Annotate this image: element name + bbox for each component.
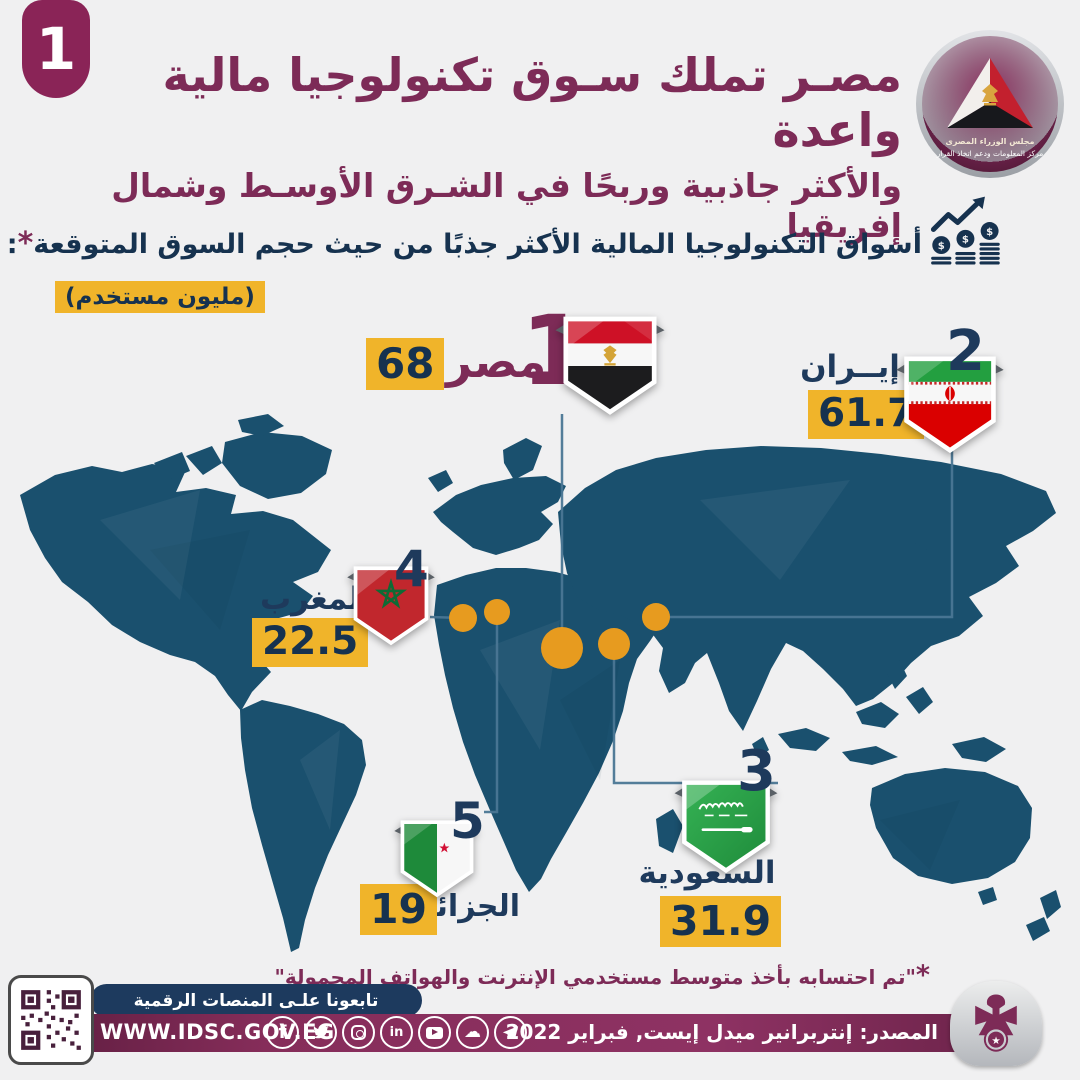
scandinavia bbox=[503, 438, 542, 480]
new-guinea bbox=[952, 737, 1006, 762]
logo-eagle-icon bbox=[982, 84, 998, 106]
saudi-shahada-icon bbox=[698, 802, 753, 833]
youtube-icon[interactable] bbox=[418, 1016, 451, 1049]
qr-code[interactable] bbox=[8, 975, 94, 1065]
japan bbox=[893, 542, 929, 577]
iran-rank: 2 bbox=[946, 319, 985, 384]
subtitle: أسواق التكنولوجيا المالية الأكثر جذبًا م… bbox=[7, 226, 922, 261]
footnote-asterisk: * bbox=[915, 960, 930, 991]
linkedin-icon[interactable]: in bbox=[380, 1016, 413, 1049]
algeria-crescent-icon bbox=[430, 836, 450, 862]
twitter-icon[interactable] bbox=[304, 1016, 337, 1049]
iran-emblem-icon bbox=[945, 385, 955, 402]
new-zealand bbox=[1040, 890, 1061, 919]
headline-line2: والأكثر جاذبية وربحًا في الشـرق الأوسـط … bbox=[111, 166, 902, 245]
social-icons: f in ☁ bbox=[266, 1016, 527, 1049]
map-dot-saudi bbox=[598, 628, 630, 660]
australia bbox=[870, 768, 1032, 884]
growth-coins-icon: $ $ $ bbox=[930, 196, 1000, 265]
map-dot-egypt bbox=[541, 627, 583, 669]
subtitle-text: أسواق التكنولوجيا المالية الأكثر جذبًا م… bbox=[33, 229, 922, 260]
iran-name: إيــران bbox=[800, 349, 900, 385]
morocco-rank: 4 bbox=[394, 540, 429, 598]
svg-text:$: $ bbox=[938, 241, 945, 252]
egypt-name: مصر bbox=[446, 335, 547, 388]
unit-tag: (مليون مستخدم) bbox=[55, 281, 265, 313]
map-dot-algeria bbox=[484, 599, 510, 625]
egypt-eagle-icon bbox=[603, 345, 617, 366]
south-america bbox=[240, 700, 366, 952]
map-dot-morocco bbox=[449, 604, 477, 632]
morocco-value: 22.5 bbox=[252, 618, 369, 667]
telegram-icon[interactable] bbox=[494, 1016, 527, 1049]
egypt-value: 68 bbox=[366, 338, 445, 391]
saudi-flag bbox=[674, 780, 778, 874]
logo-text-line1: مجلس الوزراء المصرى bbox=[946, 137, 1035, 147]
headline: مصـر تملك سـوق تكنولوجيا مالية واعدة وال… bbox=[72, 48, 902, 246]
svg-text:★: ★ bbox=[991, 1034, 1000, 1046]
subtitle-colon: : bbox=[6, 229, 18, 260]
eagle-emblem: ★ bbox=[950, 981, 1042, 1066]
soundcloud-icon[interactable]: ☁ bbox=[456, 1016, 489, 1049]
map-dot-iran bbox=[642, 603, 670, 631]
connector-morocco bbox=[429, 615, 464, 620]
morocco-flag bbox=[347, 566, 435, 646]
connector-iran bbox=[656, 448, 954, 619]
europe bbox=[433, 476, 566, 555]
uk bbox=[456, 491, 474, 517]
algeria-rank: 5 bbox=[450, 792, 485, 850]
saudi-value: 31.9 bbox=[660, 896, 782, 948]
connector-algeria bbox=[484, 612, 499, 814]
iceland bbox=[428, 470, 453, 492]
eagle-icon: ★ bbox=[975, 994, 1017, 1052]
cabinet-logo: مجلس الوزراء المصرى مركز المعلومات ودعم … bbox=[916, 30, 1064, 178]
algeria-flag bbox=[394, 820, 480, 898]
egypt-flag bbox=[555, 316, 665, 415]
svg-text:$: $ bbox=[962, 235, 969, 246]
subtitle-asterisk: * bbox=[17, 226, 34, 261]
instagram-icon[interactable] bbox=[342, 1016, 375, 1049]
morocco-name: المغرب bbox=[260, 581, 371, 617]
greenland bbox=[222, 432, 332, 499]
facebook-icon[interactable]: f bbox=[266, 1016, 299, 1049]
follow-us-banner: تابعونا علـى المنصات الرقمية bbox=[90, 984, 422, 1017]
headline-line1: مصـر تملك سـوق تكنولوجيا مالية واعدة bbox=[162, 48, 902, 158]
saudi-name: السعودية bbox=[638, 855, 776, 891]
logo-text-line2: مركز المعلومات ودعم اتخاذ القرار bbox=[936, 149, 1044, 158]
slide-number-badge: 1 bbox=[22, 0, 90, 98]
iran-flag bbox=[896, 356, 1004, 454]
world-map bbox=[20, 414, 1061, 952]
morocco-star-icon bbox=[375, 578, 407, 609]
svg-text:$: $ bbox=[986, 227, 993, 238]
saudi-rank: 3 bbox=[737, 739, 776, 804]
algeria-value: 19 bbox=[360, 884, 438, 936]
source-text: المصدر: إنتربرانير ميدل إيست, فبراير 202… bbox=[505, 1020, 938, 1044]
asia bbox=[558, 446, 1056, 731]
